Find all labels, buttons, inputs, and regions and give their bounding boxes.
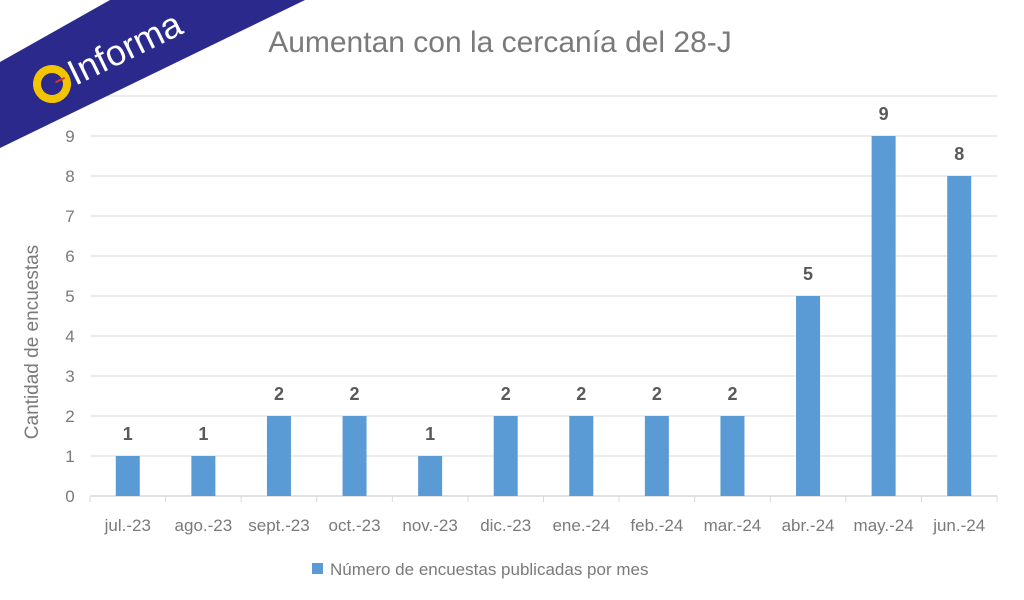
logo-band (0, 0, 305, 148)
bar (569, 416, 594, 496)
bar (947, 176, 972, 496)
bar (418, 456, 443, 496)
x-tick-label: may.-24 (854, 516, 914, 535)
y-tick-label: 4 (65, 327, 74, 346)
data-label: 1 (425, 424, 435, 444)
bar (720, 416, 745, 496)
y-axis-ticks: 0 1 2 3 4 5 6 7 8 9 (65, 127, 74, 506)
bar (796, 296, 821, 496)
y-tick-label: 8 (65, 167, 74, 186)
y-tick-label: 6 (65, 247, 74, 266)
x-tick-label: nov.-23 (402, 516, 457, 535)
y-tick-label: 7 (65, 207, 74, 226)
x-axis-ticks: jul.-23 ago.-23 sept.-23 oct.-23 nov.-23 dic.… (104, 516, 986, 535)
x-tick-label: ene.-24 (552, 516, 610, 535)
bars: 1 1 2 2 1 2 2 2 2 5 9 8 (115, 104, 972, 496)
data-label: 2 (501, 384, 511, 404)
x-tick-label: dic.-23 (480, 516, 531, 535)
x-tick-label: jun.-24 (932, 516, 985, 535)
y-tick-label: 0 (65, 487, 74, 506)
gridlines (89, 95, 998, 502)
y-tick-label: 2 (65, 407, 74, 426)
data-label: 2 (274, 384, 284, 404)
logo-c-icon (33, 65, 71, 103)
x-tick-label: mar.-24 (704, 516, 762, 535)
data-label: 1 (198, 424, 208, 444)
data-label: 2 (727, 384, 737, 404)
bar (115, 456, 140, 496)
bar (493, 416, 518, 496)
data-label: 1 (123, 424, 133, 444)
x-tick-label: feb.-24 (630, 516, 683, 535)
data-label: 2 (576, 384, 586, 404)
y-tick-label: 9 (65, 127, 74, 146)
data-label: 2 (652, 384, 662, 404)
y-tick-label: 3 (65, 367, 74, 386)
bar (644, 416, 669, 496)
legend-label: Número de encuestas publicadas por mes (330, 560, 648, 579)
data-label: 8 (954, 144, 964, 164)
y-axis-label: Cantidad de encuestas (22, 245, 43, 439)
x-tick-label: ago.-23 (175, 516, 233, 535)
bar (871, 136, 896, 496)
x-tick-label: oct.-23 (329, 516, 381, 535)
informa-logo: Informa (0, 0, 305, 148)
legend-swatch (312, 563, 323, 574)
bar (266, 416, 291, 496)
chart-title: Aumentan con la cercanía del 28-J (268, 26, 732, 59)
x-tick-label: abr.-24 (782, 516, 835, 535)
data-label: 9 (879, 104, 889, 124)
bar (342, 416, 367, 496)
x-tick-label: jul.-23 (104, 516, 151, 535)
y-tick-label: 1 (65, 447, 74, 466)
data-label: 5 (803, 264, 813, 284)
data-label: 2 (350, 384, 360, 404)
x-tick-label: sept.-23 (248, 516, 309, 535)
y-tick-label: 5 (65, 287, 74, 306)
legend: Número de encuestas publicadas por mes (312, 560, 648, 579)
bar (191, 456, 216, 496)
